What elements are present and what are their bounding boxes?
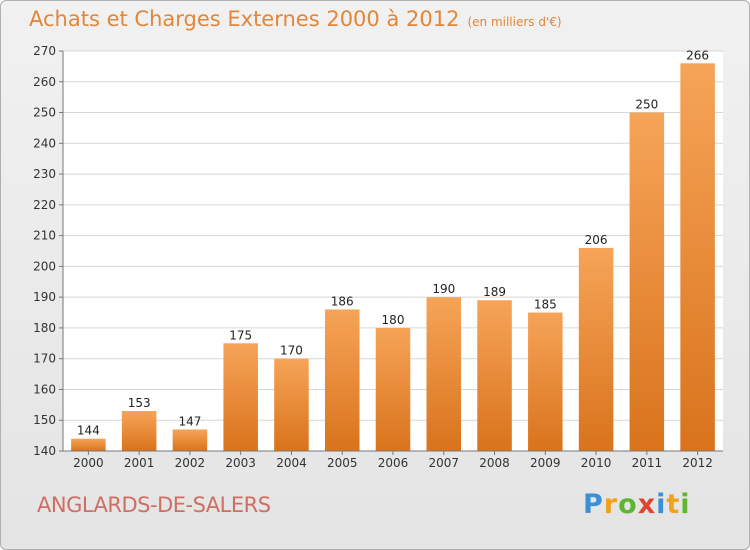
x-tick-label: 2012 bbox=[682, 456, 713, 470]
bar-value-label: 190 bbox=[432, 282, 455, 296]
bar bbox=[324, 309, 360, 451]
bar-value-label: 250 bbox=[635, 98, 658, 112]
x-tick-label: 2011 bbox=[632, 456, 663, 470]
bar-value-label: 206 bbox=[585, 233, 608, 247]
bar bbox=[274, 358, 309, 451]
y-tick-label: 230 bbox=[33, 167, 56, 181]
x-tick-label: 2000 bbox=[73, 456, 104, 470]
bar bbox=[477, 300, 512, 451]
y-tick-label: 240 bbox=[33, 136, 56, 150]
x-axis-ticks: 2000 2001 2002 2003 2004 2005 2006 2007 2008 2009… bbox=[73, 451, 713, 470]
bar-value-label: 266 bbox=[686, 48, 709, 62]
bar-value-label: 185 bbox=[534, 298, 557, 312]
x-tick-label: 2010 bbox=[581, 456, 612, 470]
y-tick-label: 200 bbox=[33, 259, 56, 273]
chart-title: Achats et Charges Externes 2000 à 2012 bbox=[29, 7, 460, 31]
bar bbox=[629, 112, 665, 452]
bar bbox=[172, 429, 208, 451]
chart-subtitle: (en milliers d'€) bbox=[467, 15, 562, 29]
y-axis-ticks: 140 150 160 170 180 190 200 210 220 230 240 250 260 2… bbox=[33, 44, 63, 458]
y-tick-label: 190 bbox=[33, 290, 56, 304]
x-tick-label: 2001 bbox=[124, 456, 155, 470]
x-tick-label: 2007 bbox=[428, 456, 459, 470]
bar-value-label: 147 bbox=[178, 414, 201, 428]
y-tick-label: 140 bbox=[33, 444, 56, 458]
y-tick-label: 170 bbox=[33, 352, 56, 366]
bar-value-label: 175 bbox=[229, 328, 252, 342]
proxiti-logo[interactable]: Proxiti bbox=[583, 489, 691, 520]
y-tick-label: 150 bbox=[33, 413, 56, 427]
bar bbox=[375, 327, 411, 451]
x-tick-label: 2008 bbox=[479, 456, 510, 470]
x-tick-label: 2004 bbox=[276, 456, 307, 470]
bar bbox=[528, 312, 563, 451]
commune-name: ANGLARDS-DE-SALERS bbox=[37, 493, 271, 517]
bar bbox=[223, 343, 258, 451]
x-tick-label: 2005 bbox=[327, 456, 358, 470]
x-tick-label: 2003 bbox=[225, 456, 256, 470]
y-tick-label: 220 bbox=[33, 198, 56, 212]
y-tick-label: 210 bbox=[33, 229, 56, 243]
bar-value-label: 144 bbox=[77, 424, 100, 438]
bar-value-label: 153 bbox=[128, 396, 151, 410]
y-tick-label: 160 bbox=[33, 382, 56, 396]
y-tick-label: 270 bbox=[33, 44, 56, 58]
y-tick-label: 180 bbox=[33, 321, 56, 335]
x-tick-label: 2002 bbox=[175, 456, 206, 470]
bar-value-label: 186 bbox=[331, 294, 354, 308]
bar-value-label: 170 bbox=[280, 344, 303, 358]
bar bbox=[121, 411, 157, 451]
x-tick-label: 2009 bbox=[530, 456, 561, 470]
bar bbox=[71, 438, 106, 451]
y-tick-label: 260 bbox=[33, 75, 56, 89]
bar-value-label: 189 bbox=[483, 285, 506, 299]
bar bbox=[680, 63, 715, 452]
bar-value-label: 180 bbox=[382, 313, 405, 327]
x-tick-label: 2006 bbox=[378, 456, 409, 470]
chart-title-row: Achats et Charges Externes 2000 à 2012 (e… bbox=[29, 7, 562, 31]
bars: 144 153 147 175 170 186 180 190 189 185 206 250 266 bbox=[71, 48, 715, 452]
y-tick-label: 250 bbox=[33, 106, 56, 120]
bar bbox=[578, 247, 614, 451]
bar bbox=[426, 297, 462, 451]
